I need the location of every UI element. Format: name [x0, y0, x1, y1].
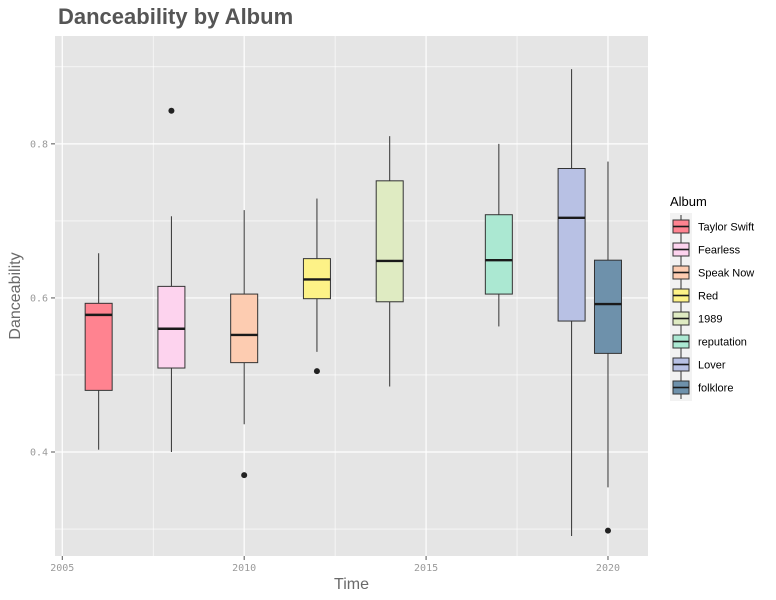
box-fearless [157, 107, 186, 452]
legend-label: Taylor Swift [698, 222, 754, 234]
box-lover [557, 69, 586, 536]
legend-item: 1989 [672, 307, 722, 330]
x-tick-label: 2005 [50, 563, 74, 574]
legend-label: Fearless [698, 245, 741, 257]
legend-label: Speak Now [698, 268, 754, 280]
box-body [230, 293, 259, 364]
legend-label: Lover [698, 360, 726, 372]
y-axis-title: Danceability [7, 252, 24, 339]
box-red [302, 198, 331, 375]
box-body [157, 285, 186, 369]
outlier-point [241, 472, 248, 479]
box-body [84, 302, 113, 391]
box-body [557, 168, 586, 322]
box-body [593, 259, 622, 354]
y-tick-label: 0.8 [30, 139, 48, 150]
legend: Taylor Swift Fearless Speak Now Red 1989 repu… [670, 213, 754, 401]
box-1989 [375, 136, 404, 387]
legend-label: folklore [698, 383, 733, 395]
legend-item: reputation [672, 330, 747, 353]
y-tick-label: 0.4 [30, 448, 48, 459]
x-axis-ticks: 2005 2010 2015 2020 [50, 556, 620, 574]
legend-item: Taylor Swift [672, 215, 754, 238]
box-speak-now [230, 210, 259, 479]
outlier-point [313, 368, 320, 375]
legend-label: 1989 [698, 314, 722, 326]
legend-item: folklore [672, 376, 733, 399]
plot-panel [55, 36, 648, 556]
box-reputation [484, 143, 513, 327]
box-body [375, 180, 404, 303]
x-tick-label: 2015 [414, 563, 438, 574]
legend-item: Fearless [672, 238, 741, 261]
outlier-point [604, 527, 611, 534]
legend-label: Red [698, 291, 718, 303]
legend-item: Red [672, 284, 718, 307]
legend-label: reputation [698, 337, 747, 349]
box-folklore [593, 161, 622, 534]
outlier-point [168, 107, 175, 114]
legend-item: Lover [672, 353, 726, 376]
chart-title: Danceability by Album [58, 4, 294, 29]
box-taylor-swift [84, 253, 113, 450]
x-tick-label: 2020 [596, 563, 620, 574]
x-axis-title: Time [334, 576, 369, 593]
box-layer [84, 69, 622, 536]
legend-item: Speak Now [672, 261, 754, 284]
box-body [484, 214, 513, 295]
legend-title: Album [670, 194, 707, 209]
y-axis-ticks: 0.4 0.6 0.8 [30, 139, 55, 459]
x-tick-label: 2010 [232, 563, 256, 574]
y-tick-label: 0.6 [30, 293, 48, 304]
